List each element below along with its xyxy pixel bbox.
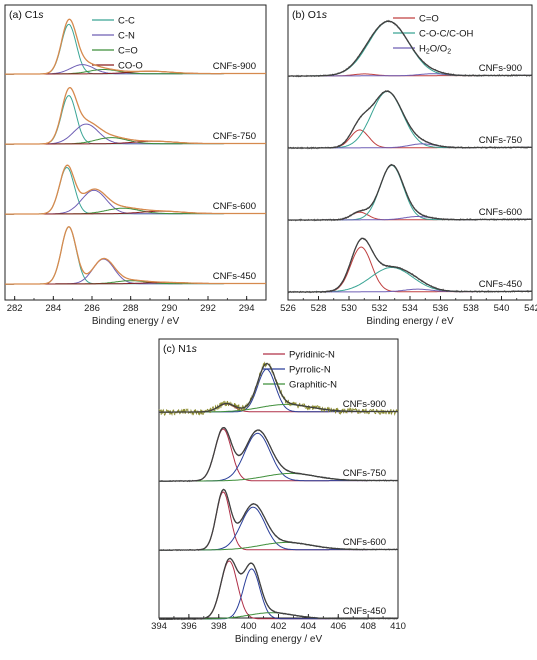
spectrum-cnfs-600: CNFs-600 [5,164,267,215]
sample-label: CNFs-900 [479,63,522,74]
x-tick-label: 402 [271,621,287,632]
x-axis-title: Binding energy / eV [235,634,323,645]
x-tick-label: 404 [300,621,316,632]
x-tick-label: 538 [463,303,479,314]
panel-label: (c) N1s [163,343,198,355]
spectrum-cnfs-600: CNFs-600 [287,163,533,222]
spectrum-cnfs-900: CNFs-900 [5,18,267,75]
panel-label: (b) O1s [292,9,328,21]
panel-a: 282 284 286 288 290 292 294 Binding energy / eV… [4,4,267,327]
sample-label: CNFs-450 [213,271,256,282]
panel-frame [287,4,533,301]
sample-label: CNFs-600 [213,201,256,212]
spectrum-cnfs-900: CNFs-900 [287,19,533,78]
x-tick-label: 294 [239,303,255,314]
panel-c: 394 396 398 400 402 404 406 408 410 Binding energ… [151,338,406,645]
x-tick-label: 534 [402,303,418,314]
envelope-curve [5,226,267,285]
spectrum-cnfs-750: CNFs-750 [5,87,267,145]
x-tick-label: 290 [161,303,177,314]
sample-label: CNFs-600 [343,537,386,548]
x-tick-label: 540 [494,303,510,314]
sample-label: CNFs-750 [479,135,522,146]
x-tick-label: 528 [311,303,327,314]
legend-label-pyridinic-n: Pyridinic-N [289,350,335,361]
spectrum-cnfs-450: CNFs-450 [5,226,267,285]
x-tick-label: 282 [7,303,23,314]
legend-label-c-n: C-N [118,31,135,42]
sample-label: CNFs-600 [479,207,522,218]
sample-label: CNFs-750 [213,131,256,142]
legend-label-c-o-c-c-oh: C-O-C/C-OH [419,29,473,40]
sample-label: CNFs-900 [213,61,256,72]
x-tick-label: 398 [211,621,227,632]
x-tick-label: 284 [45,303,61,314]
legend-label-h2o-o2: H2O/O2 [419,44,451,56]
legend-label-co-o: CO-O [118,61,143,72]
panel-label: (a) C1s [9,9,44,21]
x-tick-label: 394 [151,621,167,632]
envelope-curve [159,488,398,551]
x-axis-title: Binding energy / eV [366,316,454,327]
envelope-curve [5,18,267,75]
x-tick-label: 530 [341,303,357,314]
x-tick-label: 536 [433,303,449,314]
x-tick-label: 542 [524,303,537,314]
envelope-curve [159,362,398,413]
spectrum-cnfs-600: CNFs-600 [159,488,399,552]
sample-label: CNFs-450 [343,606,386,617]
envelope-curve [288,20,532,77]
legend-label-graphitic-n: Graphitic-N [289,380,337,391]
x-tick-label: 526 [280,303,296,314]
envelope-curve [288,164,532,221]
envelope-curve [159,426,398,482]
x-tick-label: 396 [181,621,197,632]
sample-label: CNFs-750 [343,468,386,479]
x-tick-label: 408 [360,621,376,632]
x-tick-label: 532 [372,303,388,314]
envelope-curve [5,164,267,215]
x-tick-label: 286 [84,303,100,314]
spectrum-cnfs-900: CNFs-900 [158,361,399,417]
legend-label-c-o: C=O [419,14,439,25]
x-tick-label: 410 [390,621,406,632]
x-tick-label: 406 [330,621,346,632]
legend-label-c-o: C=O [118,46,138,57]
envelope-curve [5,87,267,145]
envelope-curve [288,90,532,149]
x-tick-label: 400 [241,621,257,632]
spectrum-cnfs-750: CNFs-750 [287,90,533,150]
x-tick-label: 288 [123,303,139,314]
spectrum-cnfs-450: CNFs-450 [158,557,399,621]
x-axis-title: Binding energy / eV [92,316,180,327]
sample-label: CNFs-900 [343,399,386,410]
spectrum-cnfs-450: CNFs-450 [287,237,533,294]
panel-frame [4,4,267,301]
x-tick-label: 292 [200,303,216,314]
sample-label: CNFs-450 [479,279,522,290]
legend-label-c-c: C-C [118,16,135,27]
envelope-curve [288,237,532,293]
panel-b: 526 528 530 532 534 536 538 540 542 Binding energ… [280,4,537,327]
envelope-curve [159,557,398,620]
legend-label-pyrrolic-n: Pyrrolic-N [289,365,331,376]
spectrum-cnfs-750: CNFs-750 [158,426,399,483]
